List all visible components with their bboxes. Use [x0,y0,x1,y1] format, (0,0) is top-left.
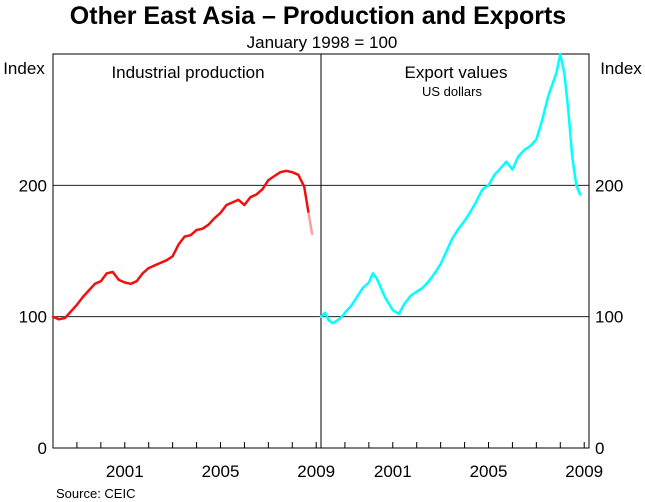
xtick-label: 2009 [297,462,335,481]
series-line-faded [307,210,314,236]
panel-title-exports: Export values [405,63,508,82]
left-ytick-labels: 0 100 200 [19,176,47,458]
series-lines [51,52,582,325]
xtick-label: 2001 [106,462,144,481]
tick-marks [76,442,585,448]
chart-title: Other East Asia – Production and Exports [70,2,566,30]
xtick-label: 2009 [565,462,603,481]
ytick-label-left: 100 [19,308,47,327]
ytick-label-left: 0 [38,439,47,458]
right-ytick-labels: 0 100 200 [595,176,623,458]
panel-note-exports: US dollars [422,84,482,99]
ytick-label-right: 100 [595,308,623,327]
left-axis-unit: Index [3,59,45,78]
xtick-label: 2001 [374,462,412,481]
xtick-labels: 2001 2005 2009 2001 2005 2009 [106,462,603,481]
series-line [319,52,582,325]
chart-subtitle: January 1998 = 100 [247,33,398,52]
right-axis-unit: Index [600,59,642,78]
xtick-label: 2005 [202,462,240,481]
panel-title-production: Industrial production [111,63,264,82]
ytick-label-right: 200 [595,176,623,195]
ytick-label-right: 0 [595,439,604,458]
ytick-label-left: 200 [19,176,47,195]
series-line [51,169,310,321]
xtick-label: 2005 [470,462,508,481]
source-note: Source: CEIC [56,486,135,501]
